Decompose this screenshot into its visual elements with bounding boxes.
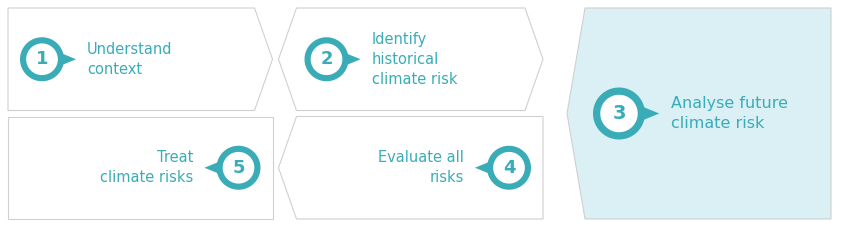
Text: 5: 5 [232, 159, 245, 177]
Text: Treat
climate risks: Treat climate risks [100, 150, 193, 185]
Text: 3: 3 [612, 104, 626, 123]
Polygon shape [8, 8, 273, 111]
Text: Analyse future
climate risk: Analyse future climate risk [671, 96, 788, 131]
Polygon shape [204, 156, 234, 180]
Polygon shape [567, 8, 831, 219]
Polygon shape [624, 99, 659, 128]
Polygon shape [593, 87, 645, 140]
Polygon shape [493, 152, 525, 184]
Text: Identify
historical
climate risk: Identify historical climate risk [372, 32, 457, 86]
Polygon shape [331, 47, 361, 71]
Polygon shape [279, 116, 543, 219]
Polygon shape [487, 146, 531, 190]
Polygon shape [47, 47, 76, 71]
Polygon shape [20, 37, 64, 81]
Polygon shape [26, 43, 58, 75]
Text: Understand
context: Understand context [87, 42, 173, 77]
Polygon shape [601, 95, 638, 132]
Polygon shape [279, 8, 543, 111]
Polygon shape [305, 37, 348, 81]
Polygon shape [475, 156, 505, 180]
Polygon shape [217, 146, 261, 190]
Polygon shape [223, 152, 254, 184]
Polygon shape [311, 43, 342, 75]
Text: Evaluate all
risks: Evaluate all risks [378, 150, 464, 185]
Text: 4: 4 [503, 159, 515, 177]
Text: 1: 1 [36, 50, 48, 68]
Polygon shape [8, 116, 273, 219]
Text: 2: 2 [320, 50, 333, 68]
